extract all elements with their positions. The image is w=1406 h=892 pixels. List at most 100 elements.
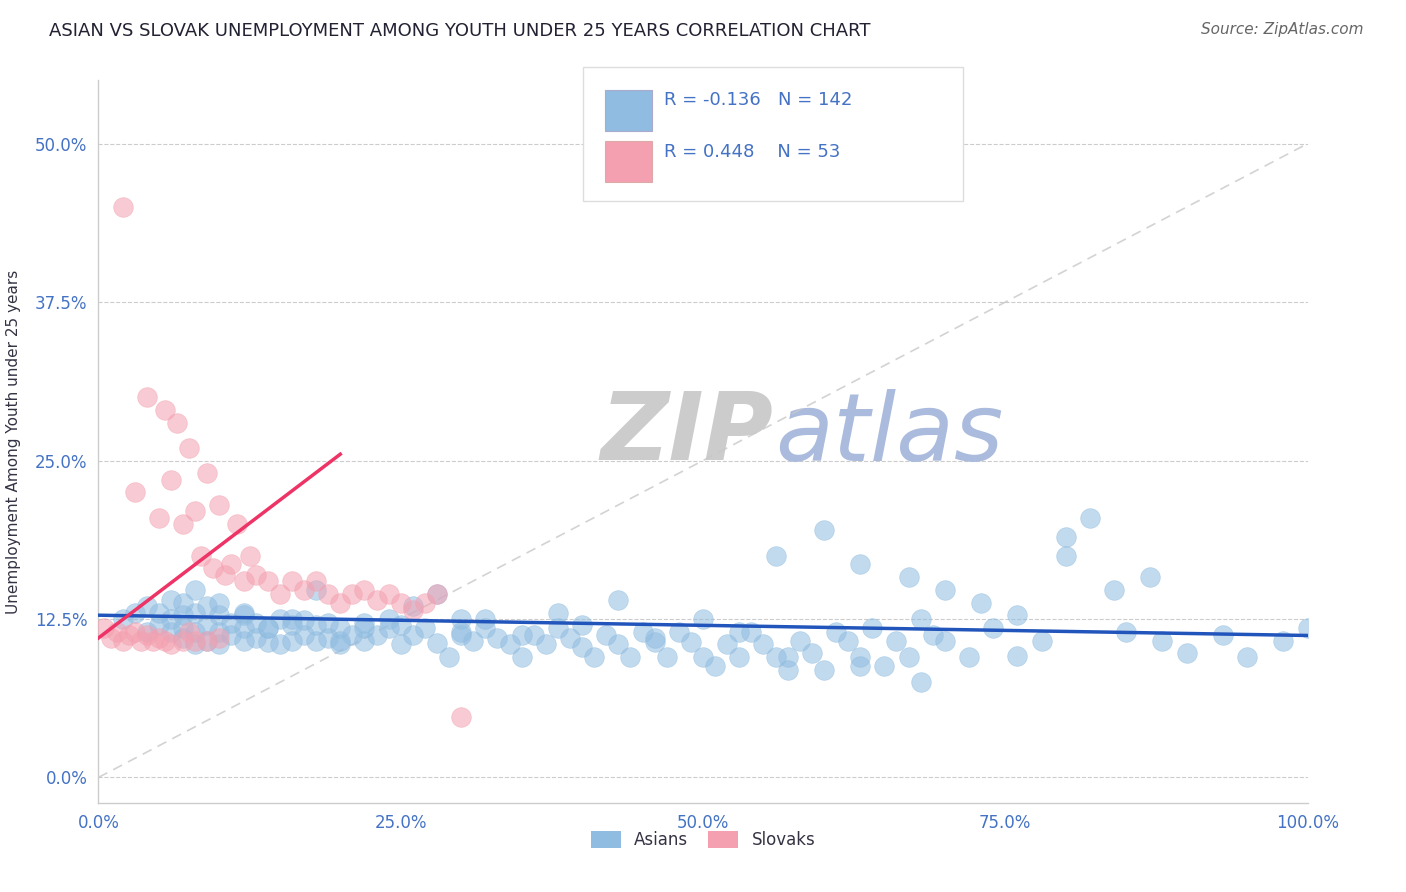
Text: ASIAN VS SLOVAK UNEMPLOYMENT AMONG YOUTH UNDER 25 YEARS CORRELATION CHART: ASIAN VS SLOVAK UNEMPLOYMENT AMONG YOUTH…	[49, 22, 870, 40]
Point	[202, 561, 225, 575]
Point	[245, 631, 267, 645]
Point	[934, 582, 956, 597]
Text: Source: ZipAtlas.com: Source: ZipAtlas.com	[1201, 22, 1364, 37]
Point	[377, 587, 399, 601]
Point	[179, 624, 201, 639]
Point	[111, 633, 134, 648]
Legend: Asians, Slovaks: Asians, Slovaks	[583, 824, 823, 856]
Point	[208, 498, 231, 512]
Point	[305, 618, 328, 632]
Point	[1054, 530, 1077, 544]
Point	[239, 549, 262, 563]
Point	[269, 612, 291, 626]
Point	[571, 618, 593, 632]
Point	[195, 633, 218, 648]
Point	[389, 595, 412, 609]
Point	[474, 621, 496, 635]
Point	[111, 612, 134, 626]
Text: ZIP: ZIP	[600, 388, 773, 480]
Point	[135, 624, 157, 639]
Point	[221, 615, 243, 630]
Point	[208, 595, 231, 609]
Point	[655, 650, 678, 665]
Point	[765, 650, 787, 665]
Point	[172, 516, 194, 531]
Point	[498, 637, 520, 651]
Point	[245, 615, 267, 630]
Point	[316, 615, 339, 630]
Point	[366, 628, 388, 642]
Point	[124, 485, 146, 500]
Y-axis label: Unemployment Among Youth under 25 years: Unemployment Among Youth under 25 years	[6, 269, 21, 614]
Point	[184, 504, 207, 518]
Point	[148, 618, 170, 632]
Point	[292, 582, 315, 597]
Point	[214, 567, 236, 582]
Point	[245, 567, 267, 582]
Point	[426, 587, 449, 601]
Point	[118, 628, 141, 642]
Point	[148, 510, 170, 524]
Point	[184, 606, 207, 620]
Point	[342, 587, 364, 601]
Point	[208, 608, 231, 623]
Point	[366, 593, 388, 607]
Point	[232, 574, 254, 588]
Point	[413, 595, 436, 609]
Point	[281, 574, 304, 588]
Point	[208, 624, 231, 639]
Point	[195, 467, 218, 481]
Point	[329, 595, 352, 609]
Text: R = -0.136   N = 142: R = -0.136 N = 142	[664, 91, 852, 109]
Point	[281, 612, 304, 626]
Point	[704, 659, 727, 673]
Point	[256, 621, 278, 635]
Point	[450, 709, 472, 723]
Point	[208, 631, 231, 645]
Point	[166, 416, 188, 430]
Point	[849, 650, 872, 665]
Point	[934, 633, 956, 648]
Point	[93, 621, 115, 635]
Point	[1175, 646, 1198, 660]
Point	[135, 628, 157, 642]
Point	[402, 603, 425, 617]
Point	[486, 631, 509, 645]
Point	[426, 587, 449, 601]
Point	[316, 631, 339, 645]
Point	[679, 635, 702, 649]
Point	[221, 628, 243, 642]
Point	[329, 637, 352, 651]
Point	[921, 628, 943, 642]
Point	[644, 631, 666, 645]
Point	[474, 612, 496, 626]
Point	[281, 633, 304, 648]
Point	[800, 646, 823, 660]
Point	[728, 650, 751, 665]
Point	[111, 200, 134, 214]
Point	[1296, 621, 1319, 635]
Point	[124, 624, 146, 639]
Point	[148, 606, 170, 620]
Point	[450, 624, 472, 639]
Point	[595, 628, 617, 642]
Point	[353, 615, 375, 630]
Point	[668, 624, 690, 639]
Point	[153, 633, 176, 648]
Point	[619, 650, 641, 665]
Point	[100, 631, 122, 645]
Point	[981, 621, 1004, 635]
Point	[256, 574, 278, 588]
Point	[195, 633, 218, 648]
Point	[172, 595, 194, 609]
Point	[534, 637, 557, 651]
Point	[910, 612, 932, 626]
Point	[752, 637, 775, 651]
Point	[631, 624, 654, 639]
Point	[644, 635, 666, 649]
Point	[1115, 624, 1137, 639]
Point	[510, 650, 533, 665]
Point	[716, 637, 738, 651]
Point	[1031, 633, 1053, 648]
Point	[105, 624, 128, 639]
